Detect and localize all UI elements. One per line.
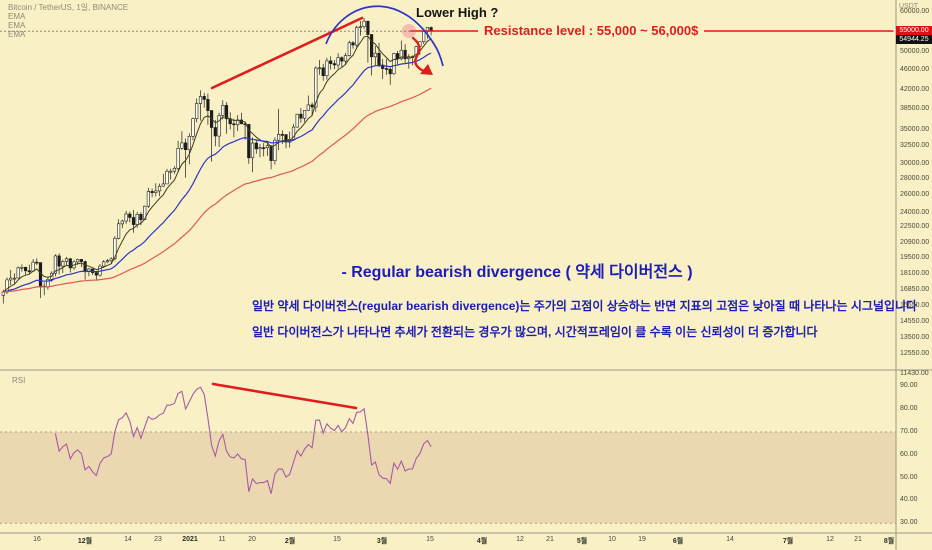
ema-line[interactable] [2,35,432,293]
price-axis-label: 24000.00 [900,209,930,216]
time-axis-label: 16 [33,536,41,543]
price-axis-label: 20900.00 [900,239,930,246]
rsi-trendline[interactable] [211,382,358,410]
price-axis-label: 18100.00 [900,270,930,277]
price-axis-label: 11430.00 [900,370,929,377]
time-axis-label: 15 [426,536,434,543]
time-axis-label: 23 [154,536,162,543]
divergence-title: - Regular bearish divergence ( 약세 다이버전스 … [341,264,693,281]
time-axis-label: 14 [124,536,132,543]
indicator-legend-ema[interactable]: EMA [8,30,26,39]
time-axis-label: 12 [516,536,524,543]
price-axis[interactable]: 55000.00 54944.25 60000.00 50000.00 46000.… [896,0,932,533]
time-axis-label: 4월 [476,538,488,545]
time-axis-label: 14 [726,536,734,543]
time-axis-label: 19 [638,536,646,543]
rsi-axis-label: 90.00 [900,382,918,390]
highlight-circle [402,24,416,38]
time-axis-label: 12 [826,536,834,543]
last-price-label: 54944.25 [896,35,932,44]
rsi-axis-label: 30.00 [900,519,918,527]
time-axis-label: 21 [854,536,862,543]
time-axis-label: 6월 [672,538,684,545]
rsi-line[interactable] [54,386,432,494]
resistance-price-label: 55000.00 [896,26,932,35]
down-arrow[interactable] [411,36,429,74]
rsi-axis-label: 60.00 [900,450,918,458]
resistance-annotation[interactable]: Resistance level : 55,000 ~ 56,000$ [478,23,705,38]
symbol-legend[interactable]: Bitcoin / TetherUS, 1일, BINANCE EMA EMA EM… [8,4,128,40]
price-axis-label: 60000.00 [900,8,930,15]
time-axis-label: 2021 [182,536,198,543]
time-axis[interactable]: 16 12월 14 23 2021 11 20 2월 15 3월 15 4월 12 21 5월 10 19 6월 1… [0,533,932,550]
time-axis-label: 2월 [284,538,296,545]
price-axis-label: 14550.00 [900,318,930,325]
price-trendline[interactable] [210,16,364,90]
down-arrow-head [420,64,433,75]
price-axis-label: 22500.00 [900,223,930,230]
price-axis-label: 30000.00 [900,160,930,167]
ema-line[interactable] [3,87,432,293]
rsi-axis-label: 40.00 [900,496,918,504]
price-axis-label: 32500.00 [900,142,930,149]
time-axis-label: 10 [608,536,616,543]
price-axis-currency-label[interactable]: USDT [899,3,919,10]
price-axis-label: 46000.00 [900,66,930,73]
time-axis-label: 20 [248,536,256,543]
symbol-title: Bitcoin / TetherUS, 1일, BINANCE [8,3,129,12]
lower-high-annotation[interactable]: Lower High ? [416,5,499,20]
price-axis-label: 35000.00 [900,126,930,133]
price-axis-label: 42000.00 [900,86,930,93]
rsi-pane-title: RSI [12,376,26,385]
time-axis-label: 7월 [782,538,794,545]
divergence-description-line1: 일반 약세 다이버전스(regular bearish divergence)는… [252,299,918,313]
price-axis-label: 19500.00 [900,254,930,261]
price-axis-label: 38500.00 [900,105,930,112]
time-axis-label: 3월 [376,538,388,545]
divergence-description-line2: 일반 다이버전스가 나타나면 추세가 전환되는 경우가 많으며, 시간적프레임이… [252,325,818,339]
price-axis-label: 12550.00 [900,350,930,357]
time-axis-label: 15 [333,536,341,543]
rsi-axis-label: 70.00 [900,428,918,435]
rsi-axis-label: 80.00 [900,405,918,413]
price-axis-label: 16850.00 [900,286,930,293]
indicator-legend-ema[interactable]: EMA [8,12,26,21]
time-axis-label: 12월 [77,538,93,545]
rounding-top-arc[interactable] [325,5,444,67]
rsi-axis-label: 50.00 [900,473,918,481]
price-axis-label: 13500.00 [900,334,930,341]
time-axis-label: 5월 [576,538,588,545]
rsi-band [0,432,896,524]
price-axis-label: 28000.00 [900,175,930,182]
time-axis-label: 8월 [883,538,895,545]
time-axis-label: 21 [546,536,554,543]
indicator-legend-ema[interactable]: EMA [8,21,26,30]
price-axis-label: 15650.00 [900,302,930,309]
ema-line[interactable] [3,52,432,293]
price-axis-label: 50000.00 [900,48,930,55]
time-axis-label: 11 [218,536,226,543]
price-axis-label: 26000.00 [900,191,930,198]
